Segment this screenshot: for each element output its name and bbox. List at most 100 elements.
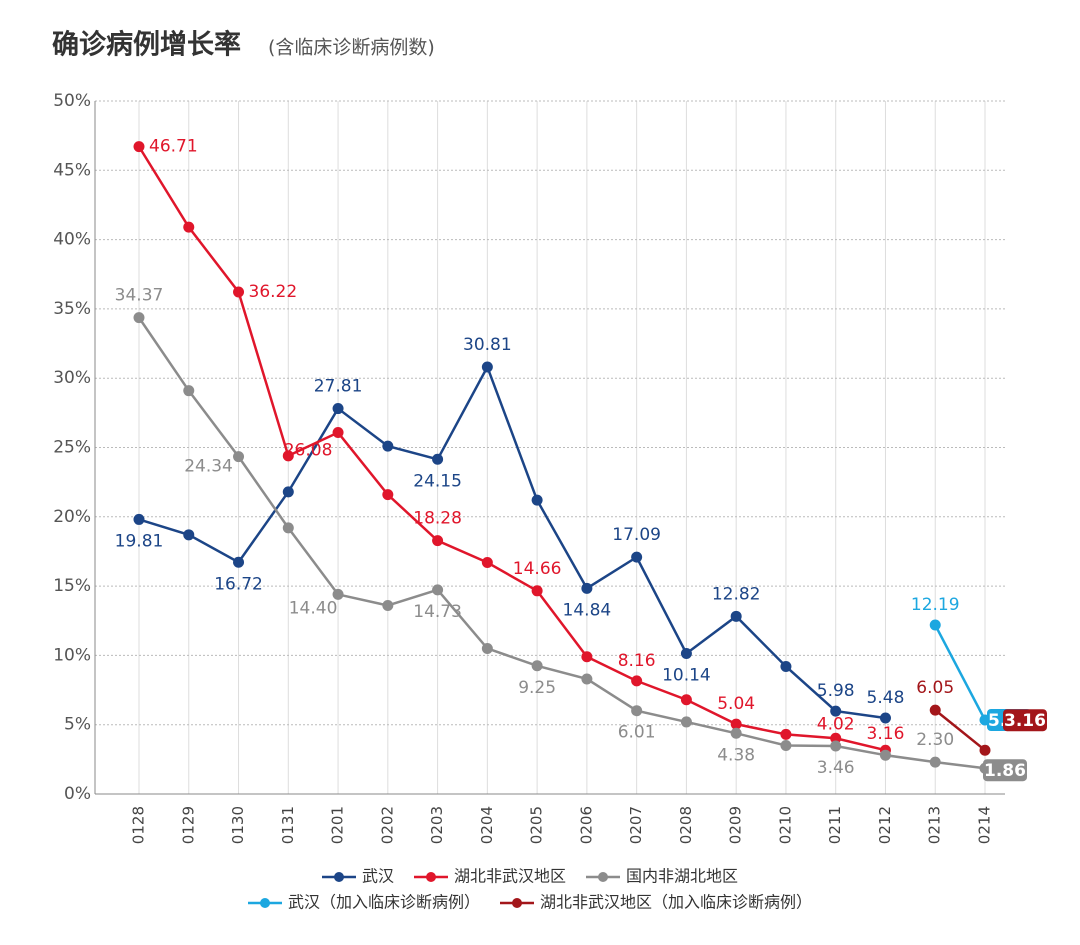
legend-label: 武汉: [362, 867, 394, 886]
value-label: 18.28: [413, 509, 462, 529]
data-point: [332, 403, 344, 415]
y-tick-label: 15%: [53, 576, 91, 596]
legend-label: 国内非湖北地区: [626, 867, 738, 886]
data-point: [282, 486, 294, 498]
data-point: [830, 732, 842, 744]
x-tick-label: 0131: [279, 806, 297, 844]
value-label: 12.19: [911, 595, 960, 615]
x-tick-label: 0205: [528, 806, 546, 844]
value-label: 36.22: [249, 282, 298, 302]
y-tick-label: 35%: [53, 299, 91, 319]
data-point: [631, 675, 643, 687]
data-point: [481, 642, 493, 654]
data-point: [929, 704, 941, 716]
value-label: 1.86: [984, 761, 1026, 781]
data-point: [730, 610, 742, 622]
legend-label: 湖北非武汉地区（加入临床诊断病例）: [540, 893, 812, 912]
data-point: [830, 740, 842, 752]
data-point: [382, 440, 394, 452]
legend-label: 湖北非武汉地区: [454, 867, 566, 886]
data-point: [133, 513, 145, 525]
value-label: 5.98: [817, 681, 855, 701]
value-label: 46.71: [149, 137, 198, 157]
data-point: [531, 585, 543, 597]
x-tick-label: 0206: [577, 806, 595, 844]
value-label: 16.72: [214, 574, 263, 594]
value-label: 12.82: [712, 584, 761, 604]
data-point: [183, 529, 195, 541]
value-label: 8.16: [618, 651, 656, 671]
value-label: 9.25: [518, 678, 556, 698]
x-tick-label: 0201: [329, 806, 347, 844]
x-tick-label: 0214: [976, 806, 994, 844]
value-label: 17.09: [612, 525, 661, 545]
legend-swatch-dot: [260, 898, 270, 908]
data-point: [730, 727, 742, 739]
y-tick-label: 20%: [53, 507, 91, 527]
value-label: 6.01: [618, 723, 656, 743]
x-tick-label: 0202: [378, 806, 396, 844]
value-label: 14.66: [513, 559, 562, 579]
series-line: [137, 316, 986, 770]
x-tick-label: 0208: [677, 806, 695, 844]
legend-item: 湖北非武汉地区（加入临床诊断病例）: [500, 893, 812, 912]
data-point: [233, 556, 245, 568]
y-tick-label: 25%: [53, 438, 91, 458]
series-line: [934, 624, 987, 721]
x-tick-label: 0130: [229, 806, 247, 844]
data-point: [183, 385, 195, 397]
value-label: 14.73: [413, 602, 462, 622]
data-point: [581, 582, 593, 594]
data-point: [780, 660, 792, 672]
data-point: [631, 551, 643, 563]
chart-subtitle: (含临床诊断病例数): [268, 37, 435, 59]
value-label: 4.38: [717, 745, 755, 765]
data-point: [282, 450, 294, 462]
value-label: 3.16: [1004, 711, 1046, 731]
data-point: [929, 619, 941, 631]
data-point: [680, 716, 692, 728]
data-point: [382, 600, 394, 612]
data-point: [183, 221, 195, 233]
x-tick-label: 0211: [826, 806, 844, 844]
y-tick-label: 50%: [53, 91, 91, 111]
value-label: 5.48: [867, 688, 905, 708]
series-line: [137, 145, 886, 752]
data-point: [432, 453, 444, 465]
y-tick-label: 30%: [53, 368, 91, 388]
data-point: [432, 535, 444, 547]
x-tick-label: 0204: [478, 806, 496, 844]
y-tick-label: 10%: [53, 645, 91, 665]
value-label: 24.34: [184, 457, 233, 477]
data-point: [680, 694, 692, 706]
value-label-box: [983, 759, 1027, 782]
value-label: 4.02: [817, 714, 855, 734]
data-point: [680, 647, 692, 659]
value-label: 14.40: [289, 598, 338, 618]
chart-title: 确诊病例增长率: [52, 29, 241, 61]
data-point: [382, 489, 394, 501]
data-point: [432, 584, 444, 596]
data-point: [481, 557, 493, 569]
legend-item: 武汉: [322, 867, 394, 886]
y-tick-label: 45%: [53, 160, 91, 180]
value-label: 10.14: [662, 665, 711, 685]
data-point: [133, 312, 145, 324]
legend-label: 武汉（加入临床诊断病例）: [288, 893, 480, 912]
legend-item: 湖北非武汉地区: [414, 867, 566, 886]
x-tick-label: 0128: [130, 806, 148, 844]
legend-swatch-dot: [598, 872, 608, 882]
legend-swatch-dot: [334, 872, 344, 882]
data-point: [979, 744, 991, 756]
value-label: 26.08: [284, 441, 333, 461]
value-label: 6.05: [916, 678, 954, 698]
value-label: 19.81: [115, 531, 164, 551]
value-label: 3.16: [867, 724, 905, 744]
value-label: 30.81: [463, 335, 512, 355]
value-label: 3.46: [817, 758, 855, 778]
value-label: 34.37: [115, 286, 164, 306]
y-tick-label: 0%: [64, 784, 91, 804]
data-point: [879, 712, 891, 724]
data-point: [233, 286, 245, 298]
